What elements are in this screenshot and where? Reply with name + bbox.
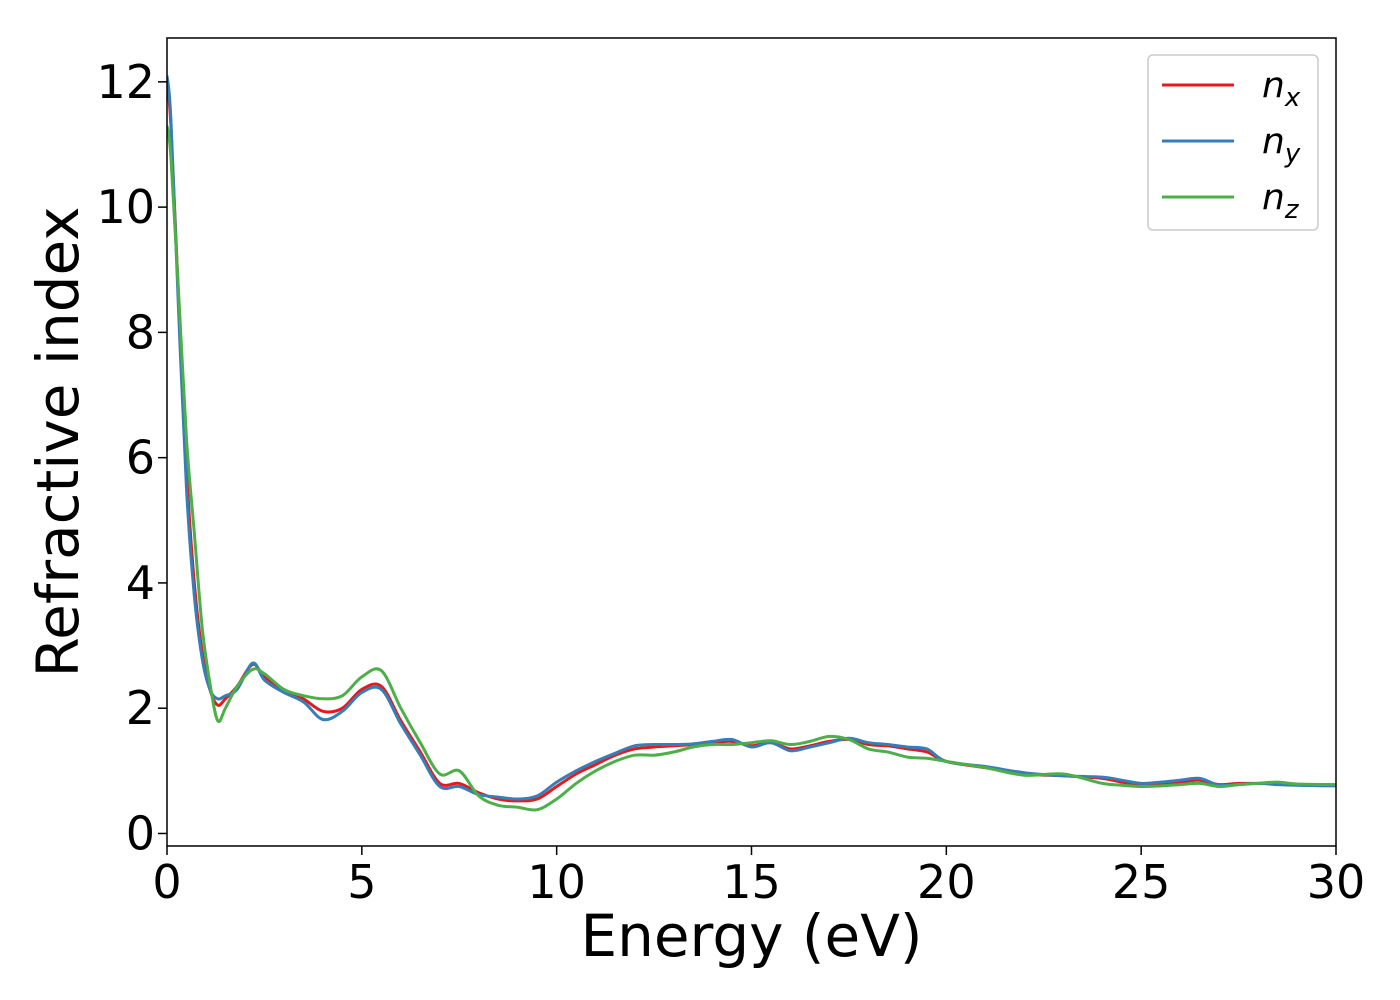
x-axis-ticks: 0 5 10 15 20 25 30 bbox=[152, 846, 1365, 909]
x-tick-label: 25 bbox=[1112, 855, 1171, 909]
y-axis-title: Refractive index bbox=[24, 206, 92, 677]
y-tick-label: 6 bbox=[126, 431, 155, 485]
legend-label-base: n bbox=[1262, 177, 1285, 218]
series-line-ny bbox=[167, 75, 1336, 801]
y-axis-ticks: 0 2 4 6 8 10 12 bbox=[96, 55, 167, 860]
y-tick-label: 4 bbox=[126, 556, 155, 610]
x-tick-label: 30 bbox=[1307, 855, 1366, 909]
y-tick-label: 12 bbox=[96, 55, 155, 109]
x-tick-label: 15 bbox=[722, 855, 781, 909]
legend-label-ny: ny bbox=[1262, 121, 1301, 169]
x-tick-label: 0 bbox=[152, 855, 181, 909]
y-tick-label: 10 bbox=[96, 180, 155, 234]
x-axis-title: Energy (eV) bbox=[580, 902, 922, 970]
series-line-nz bbox=[167, 125, 1336, 812]
legend-label-subscript: y bbox=[1284, 139, 1301, 169]
legend-label-base: n bbox=[1262, 121, 1285, 162]
x-tick-label: 10 bbox=[527, 855, 586, 909]
series-layer bbox=[167, 75, 1336, 812]
legend-label-base: n bbox=[1262, 65, 1285, 106]
legend-label-nx: nx bbox=[1262, 65, 1301, 113]
legend-label-nz: nz bbox=[1262, 177, 1300, 225]
y-tick-label: 2 bbox=[126, 681, 155, 735]
x-tick-label: 5 bbox=[347, 855, 376, 909]
legend-label-subscript: z bbox=[1284, 195, 1300, 225]
y-tick-label: 0 bbox=[126, 806, 155, 860]
x-tick-label: 20 bbox=[917, 855, 976, 909]
y-tick-label: 8 bbox=[126, 305, 155, 359]
legend-label-subscript: x bbox=[1284, 83, 1301, 113]
